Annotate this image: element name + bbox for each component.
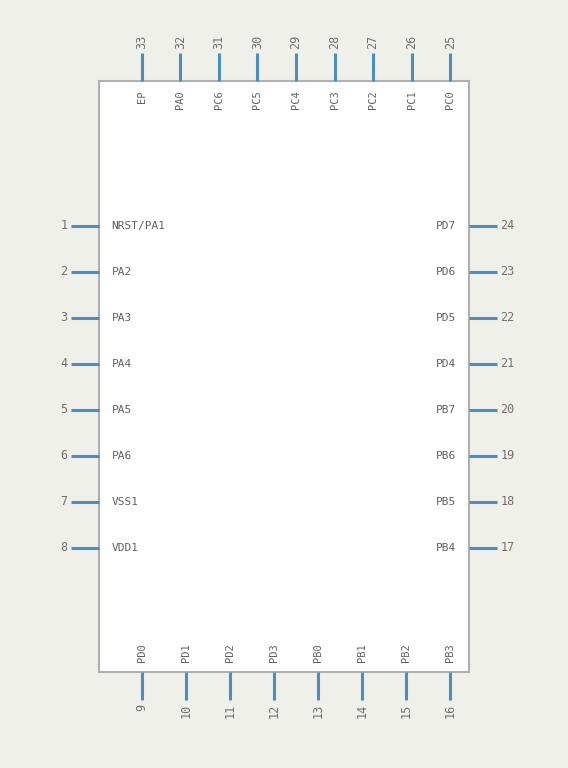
Text: PD6: PD6 <box>436 266 457 276</box>
Text: 29: 29 <box>290 35 303 48</box>
Text: 8: 8 <box>60 541 68 554</box>
Text: PB7: PB7 <box>436 405 457 415</box>
Text: PD2: PD2 <box>225 644 235 662</box>
Text: PB5: PB5 <box>436 497 457 507</box>
Text: PD4: PD4 <box>436 359 457 369</box>
Text: VSS1: VSS1 <box>111 497 139 507</box>
Text: 24: 24 <box>500 219 515 232</box>
Text: 19: 19 <box>500 449 515 462</box>
Text: 32: 32 <box>174 35 187 48</box>
Text: PB2: PB2 <box>401 644 411 662</box>
Text: 12: 12 <box>268 704 281 718</box>
Text: PD1: PD1 <box>181 644 191 662</box>
Text: VDD1: VDD1 <box>111 543 139 553</box>
Text: PB3: PB3 <box>445 644 455 662</box>
Text: PC6: PC6 <box>214 91 224 109</box>
Text: 15: 15 <box>400 704 412 718</box>
Text: PC1: PC1 <box>407 91 416 109</box>
Text: 9: 9 <box>135 704 148 711</box>
Text: PD7: PD7 <box>436 220 457 230</box>
Text: 23: 23 <box>500 265 515 278</box>
Text: 18: 18 <box>500 495 515 508</box>
Text: PD3: PD3 <box>269 644 279 662</box>
Text: 30: 30 <box>251 35 264 48</box>
Text: 14: 14 <box>356 704 369 718</box>
Bar <box>99 81 469 672</box>
Text: PA4: PA4 <box>111 359 132 369</box>
Text: 16: 16 <box>444 704 457 718</box>
Text: PA0: PA0 <box>176 91 185 109</box>
Text: PB6: PB6 <box>436 451 457 461</box>
Text: 13: 13 <box>311 704 324 718</box>
Text: 33: 33 <box>135 35 148 48</box>
Text: PA6: PA6 <box>111 451 132 461</box>
Text: 5: 5 <box>60 403 68 416</box>
Text: PA5: PA5 <box>111 405 132 415</box>
Text: 1: 1 <box>60 219 68 232</box>
Text: 28: 28 <box>328 35 341 48</box>
Text: 31: 31 <box>212 35 225 48</box>
Text: 11: 11 <box>223 704 236 718</box>
Text: 27: 27 <box>366 35 379 48</box>
Text: PB4: PB4 <box>436 543 457 553</box>
Text: 2: 2 <box>60 265 68 278</box>
Text: PD0: PD0 <box>137 644 147 662</box>
Text: 3: 3 <box>60 311 68 324</box>
Text: PC4: PC4 <box>291 91 301 109</box>
Text: PD5: PD5 <box>436 313 457 323</box>
Text: 6: 6 <box>60 449 68 462</box>
Text: PC3: PC3 <box>329 91 340 109</box>
Text: 4: 4 <box>60 357 68 370</box>
Text: PC5: PC5 <box>252 91 262 109</box>
Text: 7: 7 <box>60 495 68 508</box>
Text: 17: 17 <box>500 541 515 554</box>
Text: EP: EP <box>137 91 147 103</box>
Text: PA2: PA2 <box>111 266 132 276</box>
Text: PB1: PB1 <box>357 644 367 662</box>
Text: 22: 22 <box>500 311 515 324</box>
Text: NRST/PA1: NRST/PA1 <box>111 220 165 230</box>
Text: PB0: PB0 <box>313 644 323 662</box>
Text: 10: 10 <box>179 704 193 718</box>
Text: 20: 20 <box>500 403 515 416</box>
Text: PC2: PC2 <box>368 91 378 109</box>
Text: 25: 25 <box>444 35 457 48</box>
Text: 26: 26 <box>405 35 418 48</box>
Text: PC0: PC0 <box>445 91 455 109</box>
Text: PA3: PA3 <box>111 313 132 323</box>
Text: 21: 21 <box>500 357 515 370</box>
